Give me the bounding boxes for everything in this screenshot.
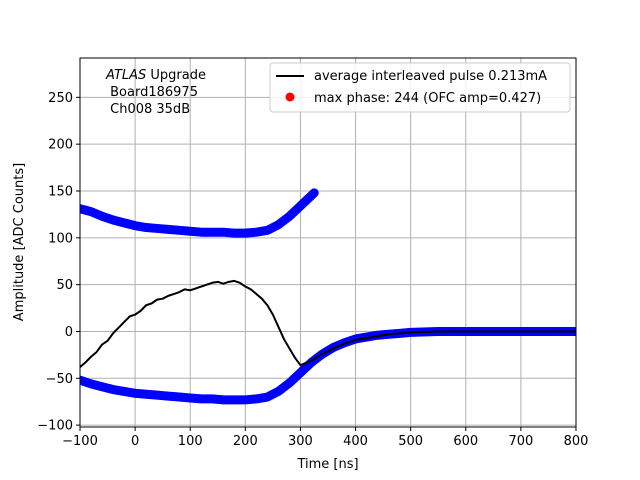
annotation-line-1: ATLAS Upgrade xyxy=(105,68,206,83)
x-tick-label: 300 xyxy=(288,434,313,449)
y-tick-label: 150 xyxy=(48,184,73,199)
x-tick-label: 400 xyxy=(343,434,368,449)
y-tick-label: −50 xyxy=(46,372,73,387)
y-axis-label: Amplitude [ADC Counts] xyxy=(12,163,27,321)
plot-area-frame xyxy=(79,57,577,428)
y-tick-label: 0 xyxy=(65,325,73,340)
x-tick-label: 100 xyxy=(178,434,203,449)
legend-marker-swatch xyxy=(285,92,295,102)
scatter-band xyxy=(80,188,319,238)
y-tick-label: 200 xyxy=(48,138,73,153)
x-tick-label: 600 xyxy=(453,434,478,449)
y-tick-label: 50 xyxy=(56,278,73,293)
annotation-upgrade: Upgrade xyxy=(146,68,206,83)
x-tick-label: 500 xyxy=(398,434,423,449)
legend-label-average-pulse: average interleaved pulse 0.213mA xyxy=(314,69,547,84)
x-tick-label: 800 xyxy=(564,434,589,449)
y-tick-label: −100 xyxy=(37,419,73,434)
axis-ticks: −100 0 100 200 300 400 500 600 700 800 −100 −50 0 50 1… xyxy=(37,91,588,449)
x-tick-label: 700 xyxy=(508,434,533,449)
y-tick-label: 250 xyxy=(48,91,73,106)
legend-label-max-phase: max phase: 244 (OFC amp=0.427) xyxy=(314,91,541,106)
atlas-annotation: ATLAS Upgrade Board186975 Ch008 35dB xyxy=(105,68,206,117)
scatter-series xyxy=(80,188,319,238)
plot-data xyxy=(80,188,576,405)
legend-box xyxy=(269,62,571,113)
x-tick-label: 0 xyxy=(131,434,139,449)
legend: average interleaved pulse 0.213mA max ph… xyxy=(269,62,571,113)
x-tick-label: −100 xyxy=(62,434,98,449)
x-tick-label: 200 xyxy=(233,434,258,449)
x-axis-label: Time [ns] xyxy=(296,457,358,472)
annotation-line-2: Board186975 xyxy=(106,85,198,100)
annotation-atlas-italic: ATLAS xyxy=(105,68,146,83)
annotation-line-3: Ch008 35dB xyxy=(106,102,190,117)
y-tick-label: 100 xyxy=(48,231,73,246)
average-pulse-line xyxy=(80,279,576,368)
